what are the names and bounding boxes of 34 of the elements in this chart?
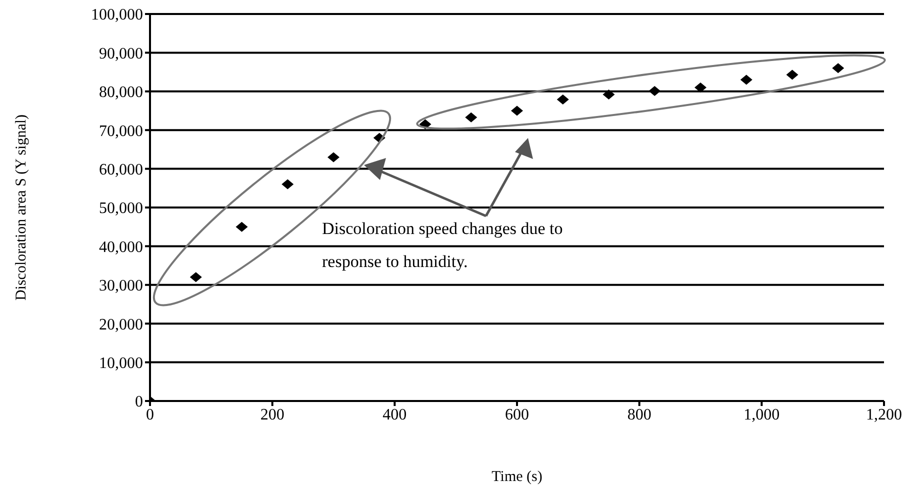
x-tick-label: 1,200 — [866, 406, 902, 424]
point — [282, 179, 294, 190]
annotation: Discoloration speed changes due to response to humidity. — [322, 219, 563, 271]
x-tick-label: 400 — [382, 406, 407, 424]
x-axis-title: Time (s) — [492, 469, 542, 485]
point — [786, 70, 798, 80]
y-axis-title: Discoloration area S (Y signal) — [13, 114, 30, 301]
x-tick-label: 1,000 — [744, 406, 780, 424]
point — [465, 112, 478, 122]
y-tick-label: 80,000 — [99, 84, 143, 102]
x-tick-label: 800 — [627, 406, 652, 424]
x-tick-label: 200 — [260, 406, 284, 424]
point — [511, 106, 523, 116]
point — [740, 74, 752, 85]
point — [694, 82, 706, 93]
y-tick-label: 30,000 — [99, 278, 143, 295]
point — [602, 89, 615, 100]
y-tick-label: 100,000 — [91, 6, 143, 24]
point — [236, 222, 248, 232]
y-tick-label: 20,000 — [99, 316, 143, 334]
x-tick-label: 600 — [505, 406, 529, 424]
point — [190, 272, 202, 282]
y-tick-label: 40,000 — [99, 238, 143, 256]
point — [328, 152, 340, 162]
point — [556, 94, 569, 105]
point — [832, 63, 844, 74]
y-tick-label: 0 — [135, 394, 143, 411]
x-tick-label: 0 — [146, 406, 154, 424]
y-tick-label: 70,000 — [99, 122, 143, 140]
y-tick-label: 90,000 — [99, 45, 143, 62]
y-tick-label: 10,000 — [99, 354, 143, 372]
point — [648, 86, 661, 96]
y-tick-label: 60,000 — [99, 161, 143, 178]
y-tick-label: 50,000 — [99, 200, 143, 218]
